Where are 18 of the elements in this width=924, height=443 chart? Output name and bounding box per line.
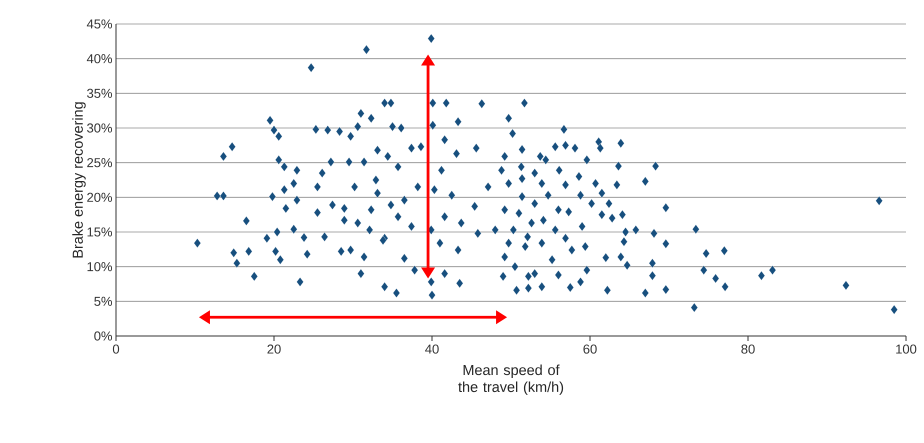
- x-tick-label: 0: [112, 344, 120, 354]
- y-tick-label: 10%: [88, 262, 112, 272]
- x-tick-label: 100: [896, 344, 916, 354]
- y-tick-label: 15%: [88, 227, 112, 237]
- x-axis-title: Mean speed of the travel (km/h): [458, 364, 564, 395]
- y-tick-label: 45%: [86, 19, 112, 29]
- y-tick-label: 0%: [94, 331, 112, 341]
- y-tick-label: 40%: [86, 54, 112, 64]
- y-tick-label: 20%: [87, 192, 112, 202]
- y-tick-label: 30%: [87, 123, 112, 133]
- x-tick-label: 60: [583, 344, 597, 354]
- y-tick-label: 25%: [87, 158, 112, 168]
- x-tick-label: 80: [741, 344, 755, 354]
- x-tick-label: 20: [267, 344, 281, 354]
- y-axis-title: Brake energy recovering: [72, 102, 86, 258]
- y-tick-label: 5%: [94, 296, 112, 306]
- y-tick-label: 35%: [87, 88, 112, 98]
- x-tick-label: 40: [425, 344, 439, 354]
